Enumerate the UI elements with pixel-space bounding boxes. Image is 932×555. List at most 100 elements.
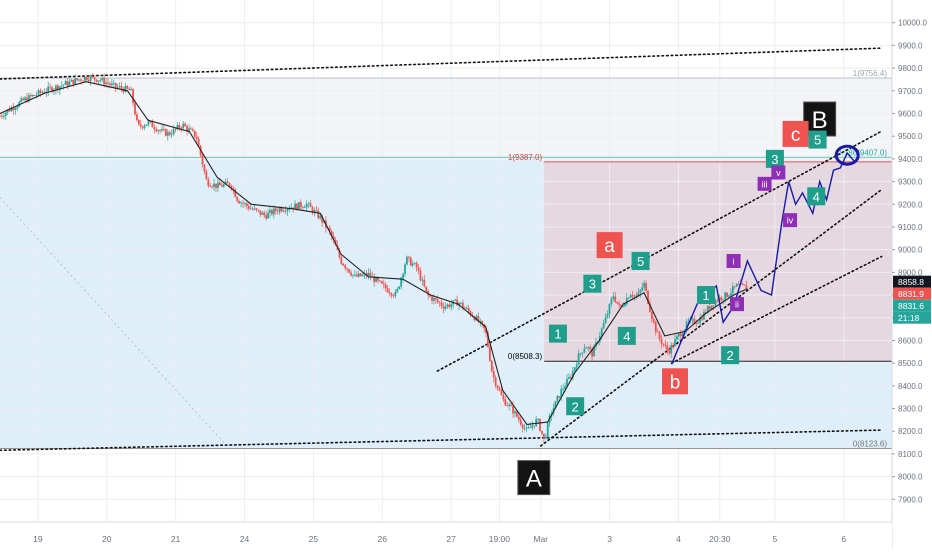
candle-body [95,79,98,82]
candle-body [151,121,154,128]
y-tick-label: 9500.0 [898,132,923,141]
candle-body [654,321,657,332]
candle-body [240,202,242,204]
candle-body [622,306,624,307]
fib-label: 0(8123.6) [853,440,888,449]
wave-label-box [808,130,827,149]
candle-body [525,427,528,429]
candle-body [514,411,516,414]
candle-body [677,333,680,337]
candle-body [207,179,210,186]
candle-body [494,377,497,386]
candle-body [745,285,748,290]
candle-body [517,416,520,420]
candle-body [97,80,100,82]
candle-body [153,127,156,130]
candle-body [255,208,258,210]
candle-body [8,109,11,112]
candle-body [369,272,372,277]
candle-body [43,92,46,93]
candle-body [157,130,160,132]
candle-body [633,295,636,297]
wave-label-box [757,176,772,191]
y-tick-label: 9000.0 [898,246,923,255]
candle-body [296,203,298,210]
candle-body [488,347,491,361]
wave-label-box [617,326,636,345]
y-tick-label: 8300.0 [898,405,923,414]
candle-body [454,299,457,301]
candle-body [195,136,198,140]
candle-body [375,277,377,283]
wave-label-text: a [604,236,615,257]
candle-body [232,188,235,190]
candle-body [701,317,703,320]
candle-body [294,203,296,209]
candle-body [298,202,300,210]
candle-body [28,95,30,102]
candle-body [446,304,449,307]
candle-body [568,377,570,379]
price-label-box [893,287,931,300]
candle-body [390,293,393,296]
candle-body [120,86,123,89]
wave-label-text: A [526,466,542,493]
candle-body [201,155,204,165]
candle-body [141,126,144,128]
candle-body [510,404,512,406]
candle-body [72,79,75,85]
candle-body [741,283,744,285]
candle-body [222,184,225,187]
candle-body [288,208,291,210]
candle-body [400,277,403,287]
candle-body [577,353,580,365]
candle-body [348,269,350,273]
candle-body [629,295,632,298]
fib-label: 0(8508.3) [508,352,543,361]
candle-body [431,296,433,301]
candle-body [589,347,592,350]
candle-body [319,215,322,219]
x-tick-label: 19 [33,534,43,544]
candle-body [22,98,25,101]
candle-body [417,267,420,271]
x-tick-label: 27 [446,534,456,544]
candle-body [215,183,217,188]
candle-body [247,206,250,209]
candle-body [359,273,362,277]
candle-body [704,311,707,313]
candle-body [650,312,653,320]
candle-body [438,302,441,303]
candle-body [56,85,59,90]
price-label-text: 21:18 [898,313,920,323]
candle-body [623,304,626,307]
candle-body [328,227,331,232]
candle-body [554,400,557,409]
candle-body [558,396,561,398]
candle-body [12,107,15,110]
candle-body [26,97,28,102]
candle-body [697,322,700,324]
candle-body [693,318,696,324]
candle-body [272,208,275,215]
candle-body [413,263,416,264]
candle-body [467,308,470,312]
candle-body [662,343,665,345]
candle-body [604,317,607,324]
x-tick-label: 21 [171,534,181,544]
x-tick-label: Mar [533,534,548,544]
candle-body [579,353,582,355]
candle-body [2,116,5,117]
candle-body [139,124,142,127]
candle-body [606,313,609,318]
price-axis [892,0,932,550]
candle-body [101,77,104,81]
candle-body [271,210,273,215]
candle-body [731,286,734,293]
candle-body [585,347,588,349]
candle-body [91,76,94,78]
candle-body [404,264,406,274]
price-label-box [893,275,931,288]
